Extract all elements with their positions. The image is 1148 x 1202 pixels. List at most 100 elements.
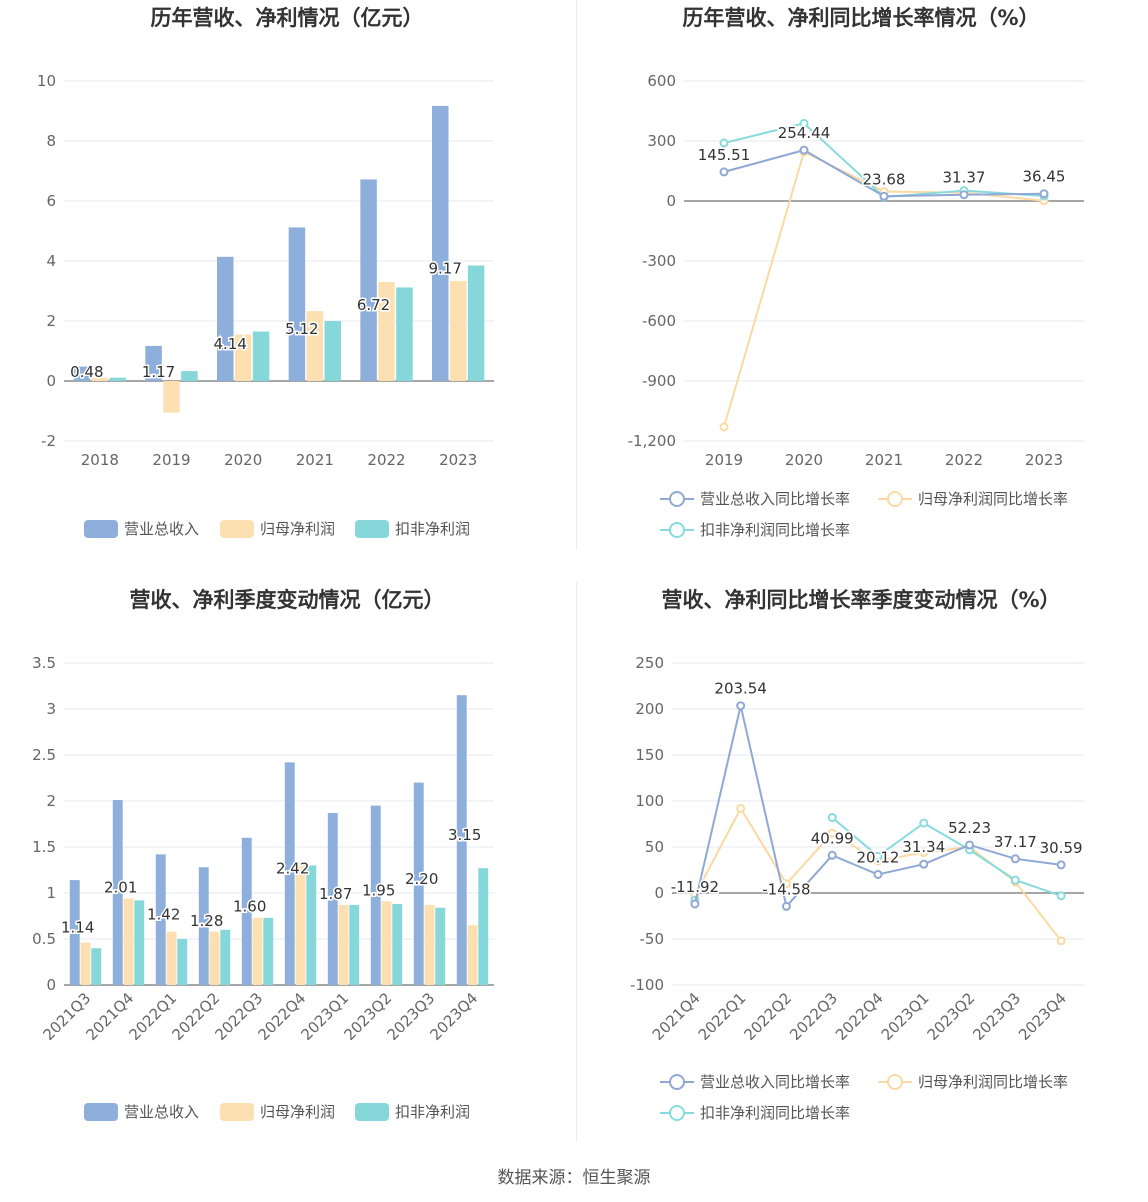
data-label: -11.92 xyxy=(671,878,719,896)
y-tick-label: 2 xyxy=(46,792,56,810)
data-label: 36.45 xyxy=(1023,168,1066,186)
data-point xyxy=(1010,854,1020,864)
data-point xyxy=(919,848,929,858)
x-tick-label: 2021 xyxy=(296,451,334,469)
bar xyxy=(467,925,478,985)
legend-net-profit[interactable]: 归母净利润 xyxy=(220,1101,335,1122)
legend-net-growth[interactable]: 归母净利润同比增长率 xyxy=(878,488,1068,509)
bar xyxy=(217,256,234,381)
legend-deducted-profit[interactable]: 扣非净利润 xyxy=(355,518,470,539)
annual-bar-chart: -2 0 2 4 6 8 10 2018 2019 2020 2021 2022 2023 0.48 1.1… xyxy=(37,72,494,469)
bar xyxy=(234,334,252,381)
data-point xyxy=(1056,936,1066,946)
data-label: 6.72 xyxy=(357,296,390,314)
x-tick-label: 2023 xyxy=(439,451,477,469)
legend-revenue-growth[interactable]: 营业总收入同比增长率 xyxy=(660,488,850,509)
bar xyxy=(109,377,126,381)
data-point xyxy=(873,851,883,861)
legend-deducted-growth[interactable]: 扣非净利润同比增长率 xyxy=(660,1102,850,1123)
y-tick-label: -900 xyxy=(642,372,676,390)
data-label: 1.95 xyxy=(362,881,395,899)
legend-revenue[interactable]: 营业总收入 xyxy=(84,518,199,539)
x-tick-label: 2023Q2 xyxy=(924,989,979,1044)
legend-deducted-growth[interactable]: 扣非净利润同比增长率 xyxy=(660,519,850,540)
bar xyxy=(80,942,91,985)
y-tick-label: 200 xyxy=(635,700,664,718)
bar xyxy=(177,939,188,985)
bar xyxy=(360,179,377,381)
legend-marker xyxy=(878,1073,912,1091)
bar xyxy=(413,782,424,985)
legend-net-growth[interactable]: 归母净利润同比增长率 xyxy=(878,1071,1068,1092)
bar xyxy=(306,311,324,381)
data-label: 31.34 xyxy=(902,838,945,856)
legend-net-profit[interactable]: 归母净利润 xyxy=(220,518,335,539)
annual-growth-panel: 历年营收、净利同比增长率情况（%） -1,200 -900 -600 -300 0 300… xyxy=(574,0,1148,570)
bar xyxy=(370,805,381,985)
data-point xyxy=(719,138,729,148)
data-point xyxy=(827,813,837,823)
data-point xyxy=(919,818,929,828)
y-tick-label: 150 xyxy=(635,746,664,764)
data-point xyxy=(879,191,889,201)
data-point xyxy=(736,701,746,711)
bar xyxy=(91,378,109,381)
bar xyxy=(209,931,220,985)
data-label: 5.12 xyxy=(285,320,318,338)
x-tick-label: 2022Q2 xyxy=(740,989,795,1044)
x-tick-label: 2023Q4 xyxy=(427,989,482,1044)
y-tick-label: 0 xyxy=(666,192,676,210)
legend-swatch xyxy=(84,519,118,538)
data-label: 2.20 xyxy=(405,870,438,888)
data-label: 40.99 xyxy=(811,829,854,847)
data-source-note: 数据来源：恒生聚源 xyxy=(497,1168,651,1188)
bar xyxy=(392,904,403,985)
x-tick-label: 2019 xyxy=(152,451,190,469)
panel-divider xyxy=(576,0,577,550)
bar xyxy=(73,366,91,381)
x-tick-label: 2022Q1 xyxy=(695,989,750,1044)
data-point xyxy=(1039,189,1049,199)
legend-swatch xyxy=(220,519,254,538)
quarterly-revenue-profit-panel: 营收、净利季度变动情况（亿元） 0 0.5 1 1.5 2 2.5 3 3.5 2021Q3 20… xyxy=(0,582,574,1162)
y-tick-label: 6 xyxy=(46,192,56,210)
chart-title: 历年营收、净利同比增长率情况（%） xyxy=(682,6,1040,30)
chart-title: 营收、净利同比增长率季度变动情况（%） xyxy=(661,588,1061,612)
legend-revenue-growth[interactable]: 营业总收入同比增长率 xyxy=(660,1071,850,1092)
y-tick-label: 100 xyxy=(635,792,664,810)
x-tick-label: 2022 xyxy=(367,451,405,469)
y-tick-label: -100 xyxy=(630,976,664,994)
y-tick-label: -600 xyxy=(642,312,676,330)
bar xyxy=(449,281,467,381)
legend-deducted-profit[interactable]: 扣非净利润 xyxy=(355,1101,470,1122)
panel-divider xyxy=(576,582,577,1142)
annual-revenue-profit-panel: 历年营收、净利情况（亿元） -2 0 2 4 6 8 10 2018 2019 2020 2021 2… xyxy=(0,0,574,570)
y-tick-label: 2.5 xyxy=(32,746,56,764)
bar xyxy=(91,948,102,985)
chart-title: 营收、净利季度变动情况（亿元） xyxy=(129,588,445,612)
data-label: 31.37 xyxy=(943,169,986,187)
data-label: 254.44 xyxy=(778,124,831,142)
data-point xyxy=(799,145,809,155)
y-tick-label: 50 xyxy=(645,838,664,856)
bar xyxy=(424,904,435,985)
bar xyxy=(163,381,180,413)
y-tick-label: -2 xyxy=(41,432,56,450)
bar xyxy=(112,800,123,985)
y-tick-label: 0 xyxy=(46,372,56,390)
data-label: 203.54 xyxy=(714,680,767,698)
bar xyxy=(327,812,338,985)
quarterly-bar-chart: 00.511.522.533.52021Q32021Q42022Q12022Q2… xyxy=(32,654,494,1044)
y-tick-label: 10 xyxy=(37,72,56,90)
x-tick-label: 2023Q3 xyxy=(969,989,1024,1044)
bar xyxy=(252,917,263,985)
data-label: 2.42 xyxy=(276,860,309,878)
bar xyxy=(456,695,467,985)
legend-revenue[interactable]: 营业总收入 xyxy=(84,1101,199,1122)
y-tick-label: 1.5 xyxy=(32,838,56,856)
bar xyxy=(432,105,449,382)
bar xyxy=(288,227,306,381)
x-tick-label: 2023Q4 xyxy=(1015,989,1070,1044)
data-label: 0.48 xyxy=(70,363,103,381)
y-tick-label: 600 xyxy=(647,72,676,90)
